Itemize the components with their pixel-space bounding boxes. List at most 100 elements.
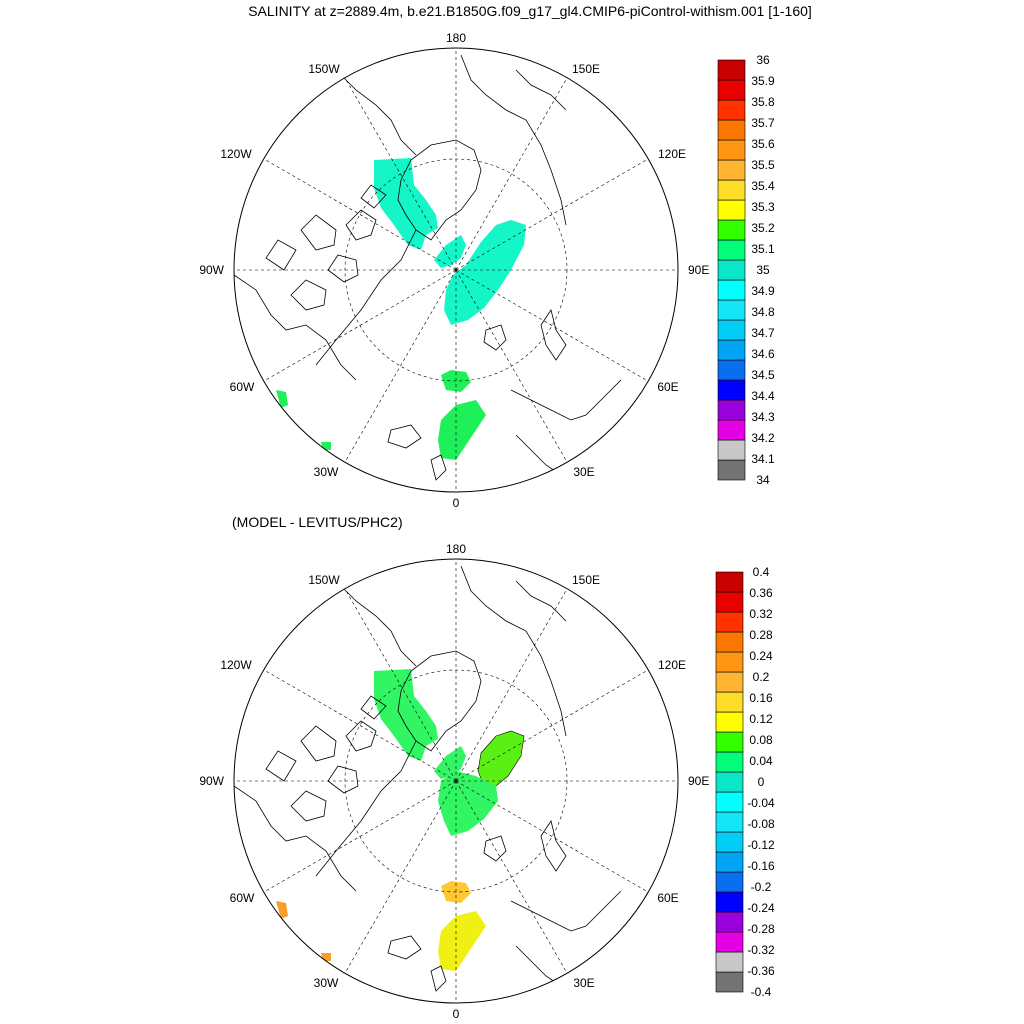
colorbar-tick-label: 0.4 [753, 565, 770, 579]
difference-region-eurasian-basin [438, 771, 498, 836]
lon-label-30e: 30E [573, 465, 594, 479]
main-title: SALINITY at z=2889.4m, b.e21.B1850G.f09_… [248, 3, 812, 19]
colorbar-tick-label: -0.2 [751, 880, 772, 894]
lon-label-30w: 30W [314, 465, 339, 479]
colorbar-swatch [715, 771, 744, 793]
colorbar-swatch [717, 419, 746, 441]
colorbar-swatch [715, 591, 744, 613]
colorbar-tick-label: 0.24 [749, 649, 773, 663]
colorbar-tick-label: 34 [756, 473, 770, 487]
colorbar-tick-label: 34.4 [751, 389, 775, 403]
lon-label-150w-bottom: 150W [308, 573, 340, 587]
lon-label-30e-bottom: 30E [573, 976, 594, 990]
colorbar-tick-label: -0.28 [747, 922, 775, 936]
difference-colorbar: 0.4 0.36 0.32 0.28 0.24 0.2 0.16 0.12 0.08 0.04 0 -… [715, 565, 775, 999]
colorbar-swatch [717, 379, 746, 401]
colorbar-tick-label: 34.6 [751, 347, 775, 361]
colorbar-tick-label: -0.36 [747, 964, 775, 978]
colorbar-swatch [717, 139, 746, 161]
lon-label-180-bottom: 180 [446, 542, 466, 556]
colorbar-swatch [717, 219, 746, 241]
colorbar-swatch [715, 751, 744, 773]
difference-region-canada-basin [374, 669, 438, 761]
colorbar-swatch [715, 671, 744, 693]
colorbar-tick-label: 35.7 [751, 116, 775, 130]
colorbar-swatch [717, 119, 746, 141]
colorbar-tick-label: 34.3 [751, 410, 775, 424]
lon-label-0-bottom: 0 [453, 1007, 460, 1021]
colorbar-tick-label: 35.2 [751, 221, 775, 235]
lon-label-180: 180 [446, 31, 466, 45]
colorbar-tick-label: 35.8 [751, 95, 775, 109]
difference-subtitle: (MODEL - LEVITUS/PHC2) [232, 514, 403, 530]
colorbar-swatch [717, 319, 746, 341]
colorbar-swatch [717, 99, 746, 121]
colorbar-swatch [717, 199, 746, 221]
lon-label-120w-bottom: 120W [220, 658, 252, 672]
colorbar-tick-label: -0.32 [747, 943, 775, 957]
lon-label-90w: 90W [199, 263, 224, 277]
colorbar-tick-label: 35.3 [751, 200, 775, 214]
colorbar-tick-label: 34.2 [751, 431, 775, 445]
lon-label-60e: 60E [657, 380, 678, 394]
colorbar-swatch [715, 631, 744, 653]
colorbar-swatch [715, 911, 744, 933]
salinity-region-canada-basin [374, 158, 438, 250]
lon-label-60e-bottom: 60E [657, 891, 678, 905]
colorbar-tick-label: 0.12 [749, 712, 773, 726]
colorbar-tick-label: 34.7 [751, 326, 775, 340]
colorbar-tick-label: 35 [756, 263, 770, 277]
lon-label-120e: 120E [658, 147, 686, 161]
colorbar-swatch [717, 339, 746, 361]
colorbar-swatch [717, 299, 746, 321]
salinity-region-labrador-edge [276, 390, 288, 408]
colorbar-swatch [717, 399, 746, 421]
colorbar-swatch [715, 811, 744, 833]
salinity-region-atlantic-edge [321, 442, 331, 450]
salinity-map: 180 0 90W 90E 150W 120W 150E 120E 60W 30… [199, 31, 775, 510]
colorbar-swatch [715, 871, 744, 893]
salinity-region-norwegian-sea [438, 400, 486, 460]
difference-region-eurasian-basin-2 [434, 746, 466, 779]
difference-region-norwegian-sea [438, 911, 486, 971]
colorbar-tick-label: 0.32 [749, 607, 773, 621]
colorbar-swatch [715, 891, 744, 913]
colorbar-tick-label: 35.1 [751, 242, 775, 256]
lon-label-60w: 60W [230, 380, 255, 394]
colorbar-swatch [717, 359, 746, 381]
colorbar-tick-label: 34.1 [751, 452, 775, 466]
lon-label-0: 0 [453, 496, 460, 510]
colorbar-swatch [717, 239, 746, 261]
colorbar-tick-label: 0.36 [749, 586, 773, 600]
colorbar-swatch [715, 651, 744, 673]
lon-label-90w-bottom: 90W [199, 774, 224, 788]
colorbar-swatch [715, 831, 744, 853]
colorbar-swatch [717, 259, 746, 281]
colorbar-swatch [715, 951, 744, 973]
colorbar-swatch [717, 59, 746, 81]
colorbar-tick-label: -0.08 [747, 817, 775, 831]
colorbar-swatch [715, 851, 744, 873]
colorbar-swatch [715, 691, 744, 713]
colorbar-tick-label: 35.6 [751, 137, 775, 151]
colorbar-tick-label: 34.9 [751, 284, 775, 298]
difference-region-atlantic-edge [321, 953, 331, 961]
lon-label-120w: 120W [220, 147, 252, 161]
colorbar-tick-label: 0 [758, 775, 765, 789]
lon-label-120e-bottom: 120E [658, 658, 686, 672]
colorbar-swatch [717, 159, 746, 181]
colorbar-swatch [715, 611, 744, 633]
colorbar-swatch [715, 731, 744, 753]
lon-label-30w-bottom: 30W [314, 976, 339, 990]
colorbar-swatch [715, 971, 744, 993]
salinity-region-eurasian-basin [444, 220, 526, 325]
colorbar-swatch [715, 571, 744, 593]
colorbar-tick-label: 34.8 [751, 305, 775, 319]
lon-label-60w-bottom: 60W [230, 891, 255, 905]
colorbar-swatch [715, 791, 744, 813]
lon-label-150e-bottom: 150E [572, 573, 600, 587]
difference-map: 180 0 90W 90E 150W 120W 150E 120E 60W 30… [199, 542, 775, 1021]
colorbar-swatch [717, 179, 746, 201]
salinity-region-eurasian-basin-2 [434, 235, 466, 268]
